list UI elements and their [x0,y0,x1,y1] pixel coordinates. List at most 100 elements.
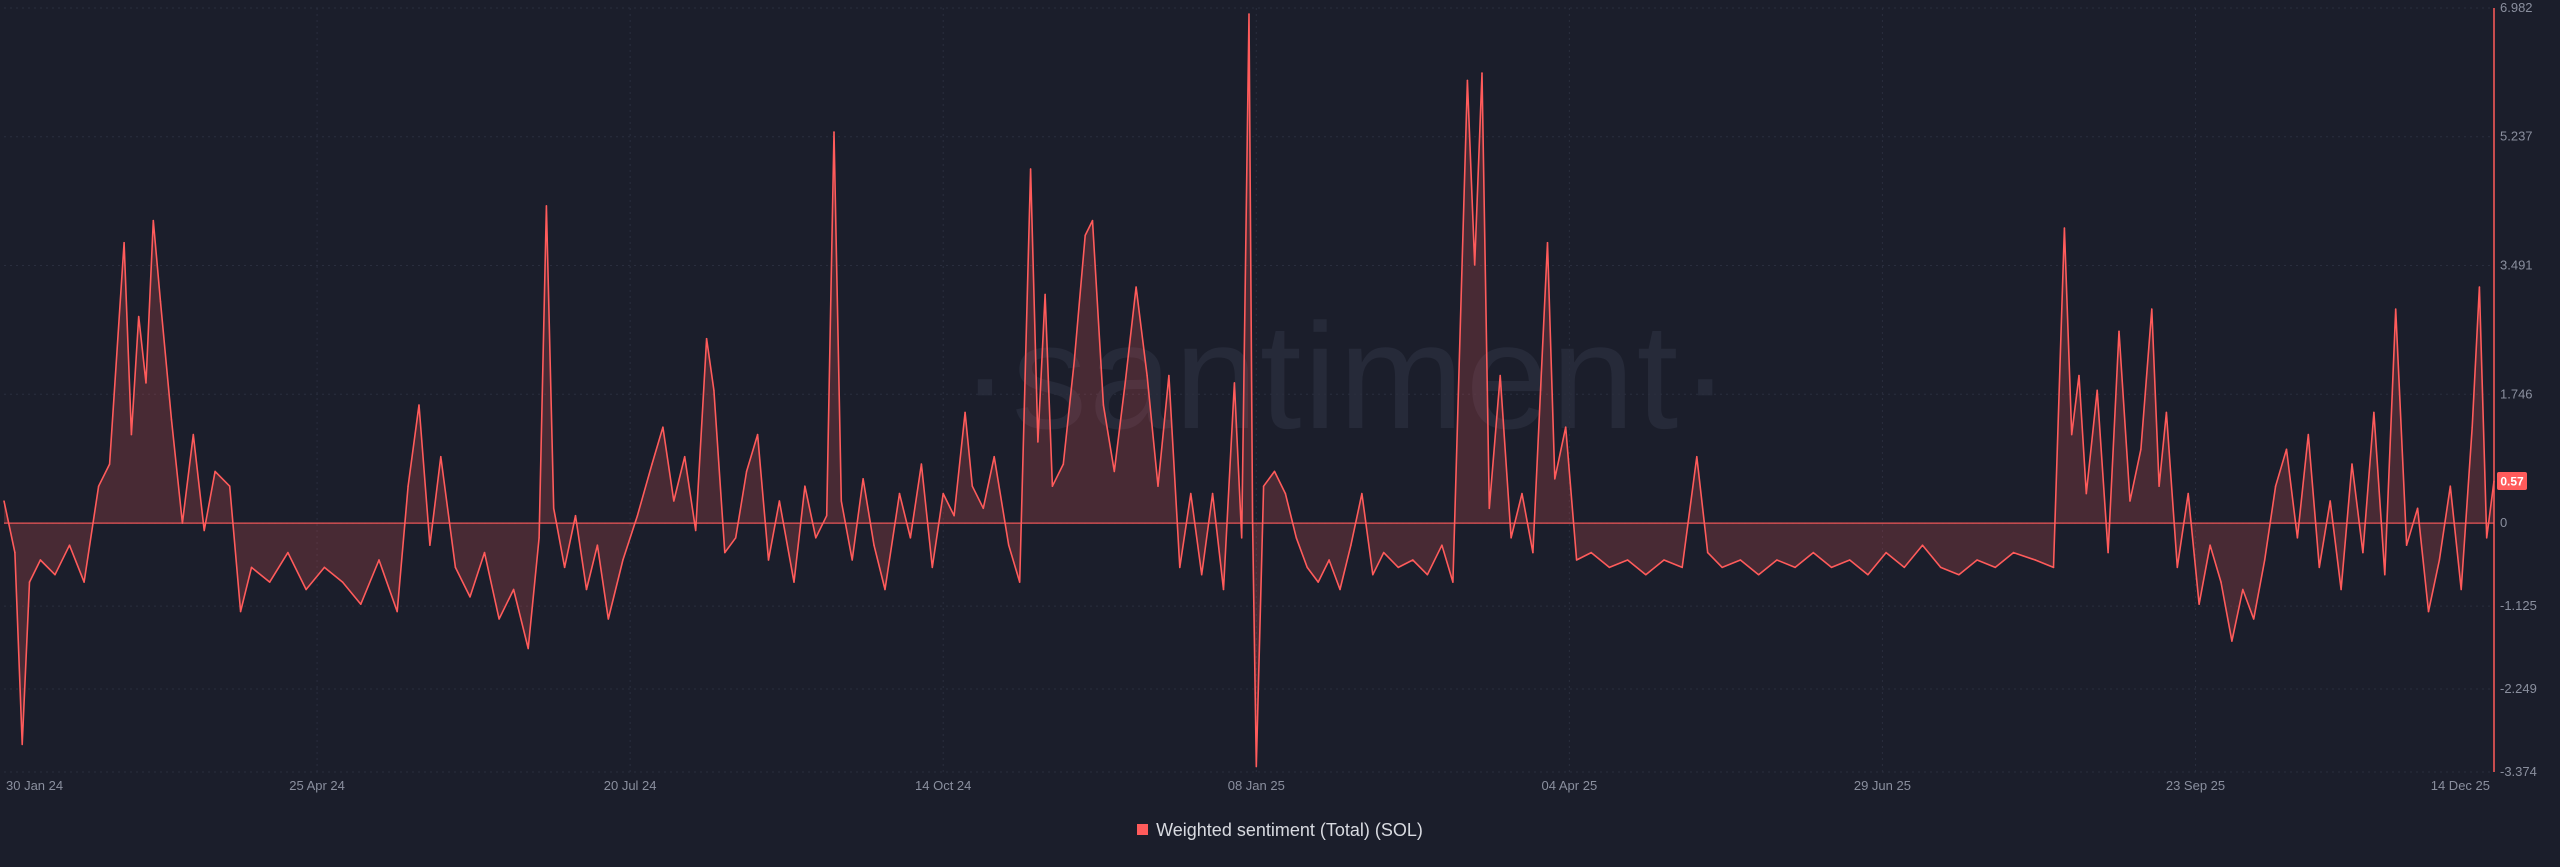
data-point [538,537,540,539]
data-point [2242,588,2244,591]
data-point [2078,374,2080,377]
data-point [1939,566,1942,569]
data-point [287,551,289,554]
data-point [239,610,242,613]
data-point [2151,308,2153,310]
data-point [931,566,934,569]
data-point [1473,264,1476,266]
data-point [2274,485,2277,488]
data-point [2231,640,2233,642]
data-point [1466,79,1469,82]
data-point [181,522,184,524]
data-point [2263,559,2266,561]
data-point [359,603,362,606]
data-point [2296,537,2299,539]
data-point [1029,168,1032,170]
data-point [1794,566,1796,569]
data-point [1371,573,1374,576]
data-point [1452,581,1454,583]
legend-swatch [1137,824,1149,835]
data-point [1306,566,1309,569]
data-point [1295,537,1298,539]
data-point [1018,581,1021,583]
data-point [1532,551,1534,554]
data-point [545,205,548,207]
data-point [574,514,577,517]
data-point [1073,359,1076,362]
data-point [2394,308,2397,310]
data-point [2187,492,2190,495]
legend[interactable]: Weighted sentiment (Total) (SOL) [0,820,2560,841]
watermark-logo: ·santiment· [960,292,1733,460]
data-point [1994,566,1997,569]
data-point [483,551,486,554]
data-point [756,433,759,436]
data-point [2438,559,2441,561]
last-value-badge [2497,472,2527,491]
x-tick-label: 14 Dec 25 [2431,778,2490,793]
data-point [498,618,500,620]
axis-layer: 6.982 5.237 3.491 1.746 0 -1.125 -2.249 -3.374 3… [6,0,2537,793]
data-point [1830,566,1833,569]
data-point [1626,559,1629,561]
data-point [2471,426,2473,428]
data-point [778,500,781,502]
data-point [2063,227,2066,229]
data-point [214,470,216,473]
legend-label: Weighted sentiment (Total) (SOL) [1156,820,1423,840]
data-point [378,559,380,561]
data-point [942,492,945,495]
data-point [152,219,155,222]
data-point [83,581,85,583]
data-point [1921,544,1924,547]
data-point [1211,492,1214,495]
data-point [585,588,588,591]
data-point [2373,411,2375,414]
data-point [694,529,697,532]
data-point [2107,551,2109,554]
data-point [636,514,639,517]
data-point [137,315,140,318]
data-point [2220,581,2222,583]
x-tick-label: 23 Sep 25 [2166,778,2225,793]
data-point [2252,618,2255,620]
data-point [734,537,737,539]
x-tick-label: 30 Jan 24 [6,778,63,793]
data-point [1113,470,1116,473]
data-point [1124,382,1127,384]
data-point [1051,485,1054,488]
data-point [1179,566,1181,569]
data-point [1426,573,1429,576]
data-point [964,411,966,414]
data-point [1062,463,1065,465]
data-point [2052,566,2055,569]
data-point [683,455,686,458]
data-point [1157,485,1159,488]
data-point [833,131,835,133]
data-point [1102,404,1105,406]
data-point [250,566,253,569]
y-tick-label: -1.125 [2500,598,2537,613]
data-point [228,485,231,488]
data-point [123,241,125,244]
data-point [54,573,56,576]
data-point [1721,566,1724,569]
data-point [2176,566,2179,569]
data-point [607,618,610,620]
data-point [2449,485,2452,488]
data-point [1553,478,1556,480]
data-point [1361,492,1363,495]
data-point [454,566,457,569]
data-point [1590,551,1592,554]
data-point [68,544,71,547]
data-point [97,485,100,488]
data-point [884,588,886,591]
data-point [2012,551,2015,554]
data-point [1222,588,1225,591]
data-point [2383,573,2386,576]
data-point [1848,559,1851,561]
data-point [2427,610,2430,613]
data-point [1488,507,1491,510]
data-point [3,500,5,502]
data-point [920,463,923,465]
